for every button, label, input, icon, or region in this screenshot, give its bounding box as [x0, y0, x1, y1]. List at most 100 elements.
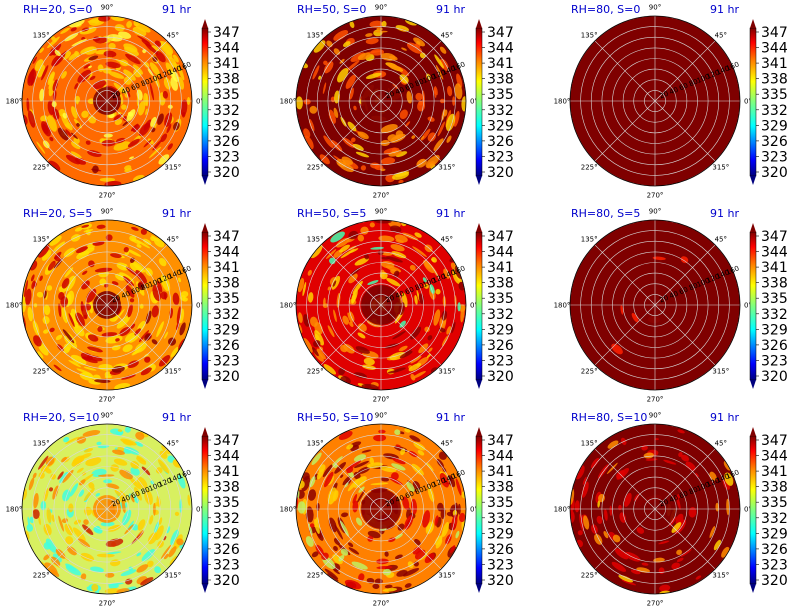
- field-texture: [112, 449, 125, 455]
- field-texture: [145, 108, 148, 116]
- colorbar-tick-label: 332: [487, 103, 514, 119]
- field-texture: [376, 558, 389, 565]
- field-texture: [322, 303, 328, 309]
- field-texture: [412, 246, 427, 257]
- field-texture: [388, 150, 402, 157]
- field-texture: [435, 64, 444, 80]
- field-texture: [151, 305, 159, 318]
- field-texture: [406, 481, 415, 492]
- colorbar-tick-label: 332: [487, 307, 514, 323]
- field-texture: [94, 379, 111, 383]
- angular-grid-line: [380, 40, 442, 102]
- field-texture: [158, 517, 163, 525]
- angular-grid-line: [320, 304, 382, 366]
- field-texture: [27, 69, 37, 86]
- field-texture: [83, 448, 94, 453]
- angular-grid-line: [380, 448, 442, 510]
- field-texture: [441, 335, 449, 347]
- field-texture: [346, 444, 354, 450]
- field-texture: [404, 583, 412, 588]
- field-texture: [82, 270, 88, 275]
- field-texture: [74, 82, 79, 90]
- field-texture: [81, 356, 98, 364]
- field-texture: [357, 234, 365, 242]
- radial-tick-label: 40: [668, 494, 679, 505]
- field-texture: [401, 47, 407, 51]
- field-texture: [455, 478, 462, 496]
- angle-label: 270°: [647, 192, 664, 200]
- field-texture: [79, 372, 94, 381]
- field-texture: [71, 457, 83, 467]
- field-texture: [41, 121, 51, 137]
- field-texture: [399, 350, 413, 359]
- colorbar-gradient: [475, 231, 483, 381]
- field-texture: [83, 519, 89, 525]
- colorbar-tick-label: 326: [487, 134, 514, 150]
- field-texture: [68, 52, 79, 61]
- field-texture: [413, 37, 426, 47]
- field-texture: [176, 306, 181, 325]
- angle-label: 315°: [164, 571, 181, 579]
- colorbar-tick-label: 344: [487, 449, 514, 465]
- field-texture: [137, 519, 146, 531]
- angle-label: 180°: [6, 302, 23, 310]
- field-texture: [315, 544, 324, 556]
- field-texture: [166, 526, 171, 534]
- field-texture: [63, 436, 70, 443]
- field-texture: [636, 527, 645, 534]
- field-texture: [404, 428, 411, 433]
- field-texture: [329, 257, 336, 265]
- field-texture: [414, 294, 418, 305]
- field-texture: [402, 496, 410, 510]
- field-texture: [356, 490, 365, 503]
- field-texture: [352, 143, 364, 151]
- field-texture: [389, 225, 402, 233]
- field-texture: [624, 492, 632, 507]
- field-texture: [28, 110, 36, 128]
- panel-title: RH=80, S=0: [571, 3, 640, 16]
- field-texture: [367, 280, 379, 285]
- field-texture: [134, 441, 144, 447]
- field-texture: [723, 460, 731, 471]
- field-texture: [659, 590, 671, 594]
- field-texture: [387, 370, 400, 374]
- colorbar-min-extension: [750, 176, 756, 185]
- field-texture: [50, 556, 61, 566]
- field-texture: [313, 40, 326, 53]
- field-texture: [121, 374, 136, 380]
- radial-tick-label: 40: [394, 86, 405, 97]
- field-texture: [177, 277, 182, 283]
- field-texture: [130, 323, 136, 329]
- field-texture: [400, 448, 406, 456]
- colorbar-tick-label: 320: [213, 165, 240, 181]
- field-texture: [32, 509, 40, 519]
- field-texture: [410, 373, 416, 381]
- field-texture: [404, 514, 414, 530]
- field-texture: [349, 267, 361, 277]
- field-texture: [147, 68, 154, 76]
- radial-tick-label: 40: [668, 86, 679, 97]
- colorbar-tick-label: 320: [761, 165, 788, 181]
- field-texture: [52, 485, 59, 500]
- angle-label: 315°: [712, 571, 729, 579]
- field-texture: [96, 553, 115, 558]
- colorbar-tick-label: 332: [761, 511, 788, 527]
- field-texture: [618, 575, 634, 583]
- panel-title: RH=80, S=10: [571, 411, 647, 424]
- radial-tick-label: 60: [130, 82, 141, 93]
- field-texture: [141, 466, 151, 476]
- field-texture: [152, 139, 163, 151]
- field-texture: [619, 512, 627, 523]
- field-texture: [144, 42, 159, 55]
- field-texture: [596, 515, 603, 524]
- radial-tick-label: 60: [404, 286, 415, 297]
- colorbar-gradient: [201, 435, 209, 585]
- field-texture: [443, 268, 450, 279]
- angle-label: 45°: [715, 32, 727, 40]
- field-texture: [62, 489, 71, 502]
- field-texture: [146, 560, 154, 568]
- field-texture: [376, 565, 393, 570]
- field-texture: [80, 552, 95, 562]
- field-texture: [347, 542, 354, 548]
- field-texture: [69, 483, 79, 497]
